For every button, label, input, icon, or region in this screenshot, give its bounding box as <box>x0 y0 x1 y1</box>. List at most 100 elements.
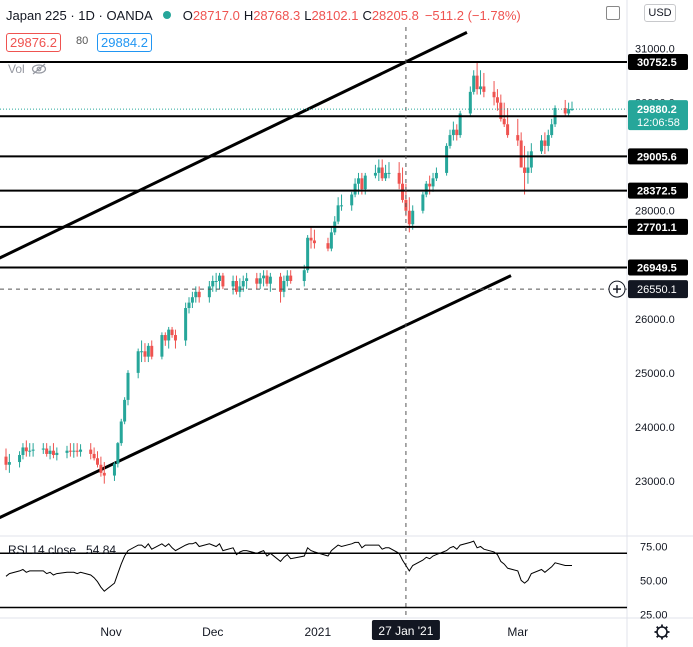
change-value: −511.2 (−1.78%) <box>424 7 521 23</box>
candle-body <box>21 447 25 456</box>
low-value: 28102.1 <box>311 7 359 23</box>
rsi-tick-label: 25.00 <box>640 609 668 621</box>
high-value: 28768.3 <box>253 7 301 23</box>
trend-line <box>0 31 468 260</box>
candle-body <box>238 286 242 292</box>
candle-body <box>302 270 306 281</box>
time-tick-label: Mar <box>507 625 528 639</box>
candle-body <box>173 335 177 341</box>
candle-body <box>163 335 167 341</box>
candle-body <box>411 210 415 225</box>
candle-body <box>434 172 438 179</box>
candle-body <box>424 183 428 195</box>
crosshair-price-label: 26550.1 <box>637 284 677 296</box>
crosshair-price-bg <box>628 280 688 299</box>
candle-body <box>326 243 330 249</box>
candle-body <box>567 109 571 114</box>
candle-body <box>478 86 482 90</box>
candle-body <box>458 113 462 136</box>
plus-circle-icon[interactable] <box>608 280 626 298</box>
candle-body <box>350 194 354 206</box>
candle-body <box>262 275 266 279</box>
symbol-title[interactable]: Japan 225 · 1D · OANDA <box>6 7 153 23</box>
gear-tooth <box>664 626 668 630</box>
level-label: 30752.5 <box>637 57 677 69</box>
candle-body <box>218 275 222 281</box>
time-tick-label: 2021 <box>304 625 331 639</box>
candle-body <box>445 145 449 173</box>
candle-body <box>360 178 364 190</box>
candle-body <box>24 447 28 452</box>
candle-body <box>99 464 103 473</box>
gear-tooth <box>656 626 660 630</box>
candle-body <box>143 351 147 357</box>
candle-body <box>146 345 150 357</box>
candle-body <box>265 275 269 284</box>
price-tick-label: 26000.0 <box>635 314 675 326</box>
candle-body <box>68 450 72 452</box>
candle-body <box>384 172 388 179</box>
candle-body <box>167 329 171 341</box>
market-status-dot <box>162 11 171 19</box>
candle-body <box>48 450 52 454</box>
candle-body <box>18 455 22 463</box>
candle-body <box>231 281 235 287</box>
candle-body <box>373 172 377 176</box>
candle-body <box>55 452 59 456</box>
candle-body <box>306 237 310 271</box>
candle-body <box>197 291 201 298</box>
candle-body <box>499 102 503 119</box>
candle-body <box>89 449 93 454</box>
spread-value: 80 <box>76 35 89 47</box>
candle-body <box>570 109 574 111</box>
crosshair-date-label: 27 Jan '21 <box>378 624 433 638</box>
candle-body <box>329 232 333 249</box>
eye-crossed-icon[interactable] <box>31 63 47 75</box>
candle-body <box>160 335 164 357</box>
candle-body <box>282 281 286 292</box>
candle-body <box>136 351 140 373</box>
level-label: 29005.6 <box>637 151 677 163</box>
candle-body <box>529 151 533 168</box>
high-label: H <box>243 7 254 23</box>
countdown-label: 12:06:58 <box>637 117 680 129</box>
candle-body <box>451 129 455 136</box>
time-tick-label: Dec <box>202 625 223 639</box>
candle-body <box>245 278 249 281</box>
candle-body <box>526 167 530 173</box>
candle-body <box>523 167 527 173</box>
maximize-icon[interactable] <box>606 6 620 20</box>
time-tick-label: Nov <box>100 625 121 639</box>
candle-body <box>255 278 259 284</box>
buy-button[interactable]: 29884.2 <box>97 33 152 52</box>
currency-button[interactable]: USD <box>644 4 676 22</box>
candle-body <box>221 275 225 287</box>
candle-body <box>187 302 191 309</box>
gear-tooth <box>664 634 668 638</box>
rsi-label: RSI 14 close <box>8 543 77 557</box>
level-label-bg <box>628 148 688 165</box>
candle-body <box>170 329 174 336</box>
candle-body <box>258 278 262 284</box>
candle-body <box>363 175 367 190</box>
gear-icon[interactable] <box>654 624 670 640</box>
candle-body <box>519 140 523 168</box>
candle-body <box>387 172 391 174</box>
candle-body <box>102 472 106 476</box>
candle-body <box>448 135 452 146</box>
candle-body <box>312 240 316 244</box>
candle-body <box>279 276 283 292</box>
rsi-tick-label: 50.00 <box>640 575 668 587</box>
candle-body <box>340 205 344 207</box>
candle-body <box>421 194 425 211</box>
level-label-bg <box>628 53 688 70</box>
close-value: 28205.8 <box>371 7 419 23</box>
candle-body <box>184 308 188 341</box>
candle-body <box>377 167 381 173</box>
volume-label: Vol <box>8 62 25 76</box>
candle-body <box>482 86 486 92</box>
candle-body <box>492 91 496 98</box>
sell-button[interactable]: 29876.2 <box>6 33 61 52</box>
candle-body <box>123 399 127 422</box>
